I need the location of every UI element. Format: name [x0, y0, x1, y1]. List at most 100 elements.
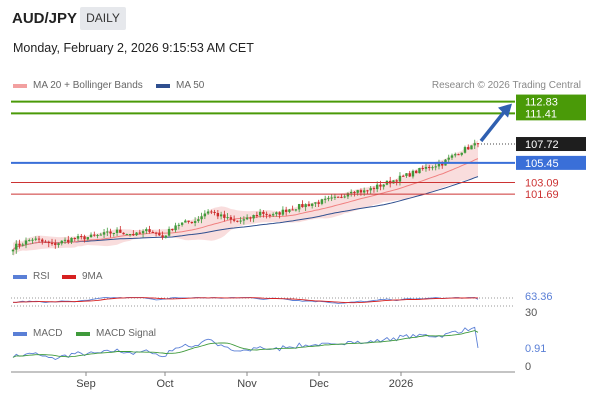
ma20-swatch: [13, 83, 27, 88]
candle-body: [154, 232, 158, 234]
signal-swatch: [76, 331, 90, 336]
legend-rsi-label: RSI: [33, 271, 50, 282]
candle-body: [275, 212, 278, 215]
candle-body: [291, 209, 294, 211]
candle-body: [206, 211, 210, 214]
candle-body: [34, 238, 37, 240]
candle-body: [11, 249, 15, 252]
candle-body: [122, 232, 125, 235]
candle-body: [317, 202, 320, 204]
candle-body: [112, 232, 116, 234]
timeframe-badge[interactable]: DAILY: [80, 7, 126, 30]
candle-body: [353, 191, 356, 193]
candle-body: [405, 173, 408, 176]
level-last-2-label: 107.72: [525, 139, 559, 151]
candle-body: [216, 212, 220, 217]
candle-body: [362, 190, 366, 193]
ma20-line: [12, 158, 479, 251]
candle-body: [200, 216, 203, 220]
candle-body: [242, 219, 246, 221]
candle-body: [375, 184, 379, 190]
candle-body: [379, 184, 382, 187]
candle-body: [193, 221, 197, 223]
candle-body: [366, 190, 369, 192]
legend-ma50-label: MA 50: [176, 80, 205, 91]
candle-body: [470, 145, 473, 150]
candle-body: [102, 232, 106, 235]
candle-body: [284, 209, 288, 212]
candle-body: [70, 237, 73, 243]
ma50-swatch: [156, 83, 170, 88]
x-tick-label-Sep: Sep: [76, 378, 96, 390]
candle-body: [369, 188, 372, 191]
candle-body: [457, 154, 460, 156]
candle-body: [21, 244, 24, 246]
candle-body: [197, 219, 200, 222]
legend-signal-label: MACD Signal: [96, 328, 157, 339]
candle-body: [288, 209, 291, 212]
candle-body: [258, 211, 262, 216]
candle-body: [398, 175, 402, 182]
symbol-title: AUD/JPY: [12, 10, 78, 27]
x-tick-label-Oct: Oct: [156, 378, 173, 390]
candle-body: [441, 163, 444, 166]
candle-body: [28, 240, 31, 242]
candle-body: [249, 217, 252, 219]
candle-body: [395, 180, 398, 182]
candle-body: [177, 224, 181, 226]
candle-body: [349, 191, 353, 194]
candle-body: [210, 211, 213, 213]
candle-body: [203, 213, 207, 217]
level-target-0-tag: [516, 94, 586, 109]
candle-body: [96, 234, 99, 236]
candle-body: [402, 175, 405, 177]
candle-body: [297, 204, 301, 210]
candle-body: [271, 214, 275, 216]
candle-body: [359, 190, 363, 193]
candle-body: [229, 217, 233, 220]
candle-body: [60, 240, 63, 244]
candle-body: [24, 240, 28, 245]
timestamp: Monday, February 2, 2026 9:15:53 AM CET: [13, 41, 254, 55]
candle-body: [158, 233, 161, 236]
candle-body: [265, 213, 268, 215]
candle-body: [447, 157, 450, 160]
legend-macd-label: MACD: [33, 328, 63, 339]
candle-body: [301, 204, 304, 208]
candle-body: [67, 239, 70, 243]
candle-body: [392, 180, 395, 184]
candle-body: [281, 209, 285, 215]
candle-body: [310, 203, 314, 206]
candle-body: [450, 155, 454, 158]
candle-body: [327, 198, 330, 200]
legend-9ma: 9MA: [62, 271, 103, 282]
candle-body: [63, 239, 67, 241]
candle-body: [463, 147, 467, 153]
level-pivot-3-label: 105.45: [525, 158, 559, 170]
candle-body: [356, 190, 359, 193]
candle-body: [340, 196, 343, 198]
candle-body: [382, 184, 385, 187]
candle-body: [428, 166, 431, 168]
candle-body: [93, 234, 96, 236]
ma9-swatch: [62, 274, 76, 279]
x-tick-label-2026: 2026: [389, 378, 413, 390]
candle-body: [44, 241, 47, 243]
candle-body: [262, 211, 265, 214]
macd-value-label: 0.91: [525, 343, 546, 355]
candle-body: [89, 234, 93, 238]
candle-body: [239, 220, 242, 222]
candle-body: [437, 163, 441, 167]
level-support-4-label: 103.09: [525, 177, 559, 189]
candle-body: [278, 212, 281, 215]
candle-body: [148, 229, 151, 232]
candle-body: [226, 217, 229, 219]
rsi-value-label: 63.36: [525, 291, 553, 303]
legend-ma50: MA 50: [156, 80, 204, 91]
candle-body: [119, 229, 122, 233]
candle-body: [37, 238, 41, 240]
legend-9ma-label: 9MA: [82, 271, 103, 282]
candle-body: [86, 237, 89, 240]
candle-body: [54, 243, 57, 246]
